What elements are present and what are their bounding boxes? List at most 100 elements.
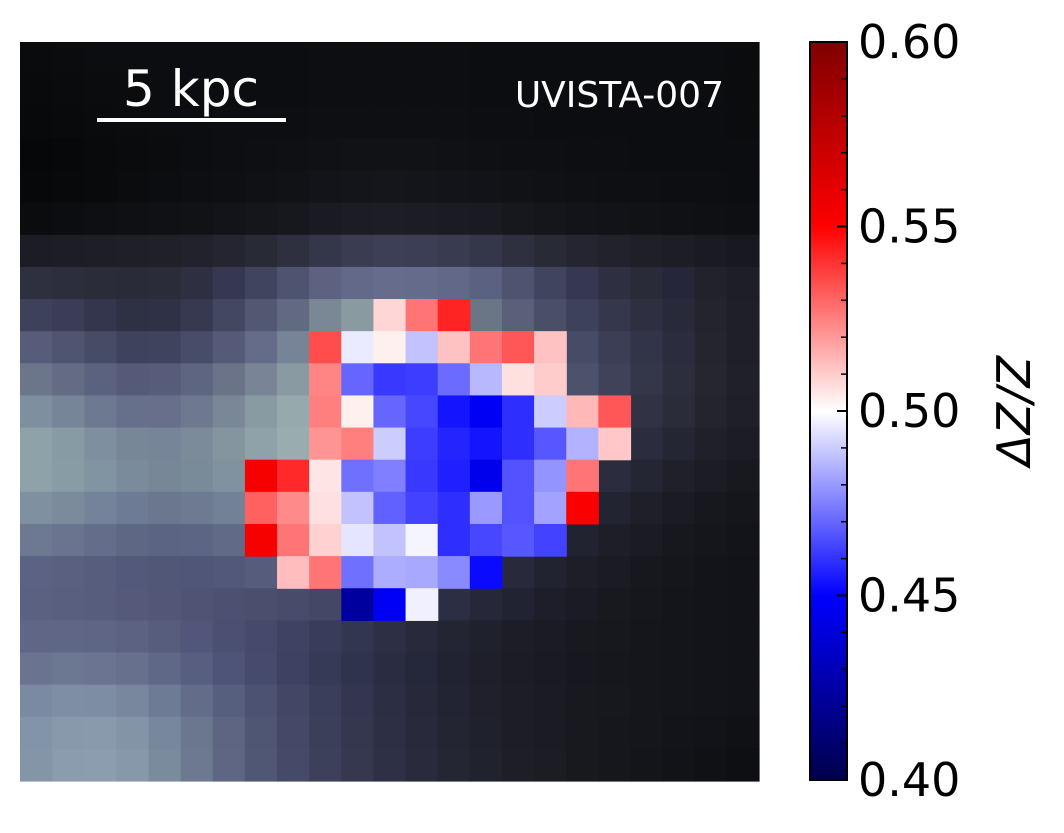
background-cell — [373, 202, 407, 236]
background-cell — [469, 106, 503, 139]
background-cell — [373, 106, 407, 139]
background-cell — [566, 138, 599, 172]
background-cell — [598, 234, 632, 268]
metallicity-cell — [309, 556, 342, 589]
background-cell — [84, 459, 117, 493]
background-cell — [662, 266, 696, 300]
metallicity-cell — [309, 459, 342, 493]
metallicity-cell — [341, 588, 375, 621]
background-cell — [277, 170, 310, 204]
background-cell — [212, 652, 246, 686]
metallicity-cell — [501, 331, 535, 364]
background-cell — [437, 202, 471, 236]
background-cell — [598, 138, 632, 172]
metallicity-cell — [373, 523, 407, 557]
metallicity-cell — [309, 331, 342, 364]
background-cell — [662, 459, 696, 493]
background-cell — [598, 42, 632, 75]
background-cell — [20, 491, 53, 525]
background-cell — [630, 170, 664, 204]
background-cell — [341, 716, 375, 750]
background-cell — [116, 556, 150, 589]
background-cell — [566, 684, 599, 718]
background-cell — [598, 716, 632, 750]
background-cell — [501, 234, 535, 268]
background-cell — [148, 684, 182, 718]
background-cell — [180, 556, 214, 589]
background-cell — [148, 299, 182, 332]
background-cell — [598, 170, 632, 204]
background-cell — [341, 138, 375, 172]
metallicity-cell — [501, 363, 535, 397]
background-cell — [662, 716, 696, 750]
background-cell — [373, 74, 407, 107]
background-cell — [534, 748, 567, 782]
background-cell — [148, 74, 182, 107]
background-cell — [52, 523, 85, 557]
background-cell — [405, 106, 439, 139]
background-cell — [116, 748, 150, 782]
background-cell — [277, 202, 310, 236]
background-cell — [52, 491, 85, 525]
background-cell — [180, 748, 214, 782]
background-cell — [726, 491, 760, 525]
background-cell — [180, 652, 214, 686]
metallicity-cell — [373, 491, 407, 525]
metallicity-cell — [437, 395, 471, 429]
background-cell — [630, 684, 664, 718]
background-cell — [52, 266, 85, 300]
metallicity-cell — [373, 427, 407, 461]
metallicity-cell — [534, 427, 567, 461]
background-cell — [180, 234, 214, 268]
background-cell — [566, 331, 599, 364]
background-cell — [405, 170, 439, 204]
background-cell — [244, 331, 278, 364]
background-cell — [20, 74, 53, 107]
background-cell — [405, 202, 439, 236]
background-cell — [405, 138, 439, 172]
metallicity-cell — [437, 299, 471, 332]
metallicity-cell — [534, 395, 567, 429]
background-cell — [662, 202, 696, 236]
background-cell — [726, 138, 760, 172]
background-cell — [694, 716, 728, 750]
background-cell — [662, 106, 696, 139]
background-cell — [180, 427, 214, 461]
background-cell — [148, 588, 182, 621]
background-cell — [52, 234, 85, 268]
background-cell — [341, 202, 375, 236]
background-cell — [244, 652, 278, 686]
background-cell — [469, 652, 503, 686]
background-cell — [662, 620, 696, 654]
background-cell — [469, 620, 503, 654]
background-cell — [116, 234, 150, 268]
background-cell — [20, 459, 53, 493]
metallicity-cell — [341, 491, 375, 525]
background-cell — [212, 588, 246, 621]
metallicity-cell — [469, 331, 503, 364]
background-cell — [116, 363, 150, 397]
background-cell — [212, 427, 246, 461]
background-cell — [469, 266, 503, 300]
background-cell — [212, 748, 246, 782]
background-cell — [501, 74, 535, 107]
background-cell — [501, 299, 535, 332]
background-cell — [180, 491, 214, 525]
background-cell — [373, 170, 407, 204]
background-cell — [84, 42, 117, 75]
metallicity-cell — [469, 459, 503, 493]
background-cell — [630, 491, 664, 525]
background-cell — [630, 138, 664, 172]
background-cell — [148, 716, 182, 750]
background-cell — [598, 523, 632, 557]
background-cell — [180, 620, 214, 654]
background-cell — [212, 138, 246, 172]
background-cell — [84, 234, 117, 268]
background-cell — [180, 266, 214, 300]
background-image — [20, 42, 760, 782]
background-cell — [52, 620, 85, 654]
background-cell — [405, 684, 439, 718]
background-cell — [469, 42, 503, 75]
background-cell — [405, 748, 439, 782]
background-cell — [566, 42, 599, 75]
